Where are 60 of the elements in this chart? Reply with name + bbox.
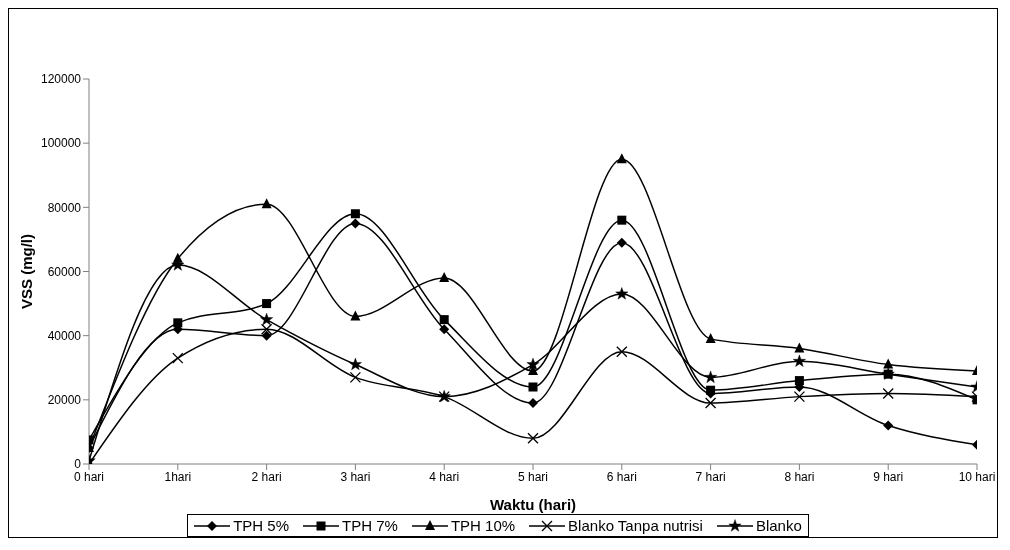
- point: [527, 432, 539, 444]
- y-tick-label: 40000: [47, 328, 82, 343]
- point: [616, 346, 628, 358]
- legend-label: TPH 7%: [342, 517, 398, 534]
- point: [794, 342, 805, 353]
- point: [883, 420, 894, 431]
- x-tick-label: 6 hari: [606, 469, 637, 484]
- y-tick-label: 120000: [40, 72, 82, 87]
- y-axis-title: VSS (mg/l): [18, 233, 36, 310]
- point: [260, 312, 273, 326]
- x-tick-label: 2 hari: [251, 469, 282, 484]
- point: [349, 357, 362, 370]
- point: [794, 376, 804, 386]
- point: [172, 352, 184, 364]
- point: [261, 330, 272, 341]
- point: [528, 382, 538, 392]
- point: [350, 209, 360, 219]
- point: [615, 287, 629, 300]
- point: [705, 332, 716, 343]
- point: [526, 357, 540, 370]
- point: [704, 370, 717, 383]
- point: [261, 198, 272, 209]
- x-tick-label: 4 hari: [429, 469, 460, 484]
- x-axis-title: Waktu (hari): [489, 496, 577, 513]
- point: [350, 218, 361, 229]
- x-tick-label: 8 hari: [784, 469, 815, 484]
- point: [793, 390, 806, 403]
- legend-label: Blanko: [755, 517, 802, 534]
- x-tick-label: 1hari: [164, 469, 192, 484]
- legend-label: Blanko Tanpa nutrisi: [568, 517, 703, 534]
- y-tick-label: 60000: [47, 264, 82, 279]
- x-tick-label: 5 hari: [517, 469, 549, 484]
- x-tick-label: 9 hari: [873, 469, 904, 484]
- point: [616, 237, 627, 248]
- x-tick-label: 3 hari: [340, 469, 371, 484]
- point: [793, 354, 806, 367]
- point: [439, 271, 450, 282]
- point: [616, 153, 627, 164]
- x-tick-label: 0 hari: [73, 469, 105, 484]
- point: [173, 318, 183, 328]
- y-tick-label: 0: [74, 457, 82, 472]
- y-tick-label: 20000: [47, 393, 82, 408]
- point: [704, 397, 717, 409]
- point: [349, 371, 362, 384]
- point: [706, 385, 716, 395]
- y-tick-label: 80000: [47, 200, 82, 215]
- point: [262, 299, 272, 309]
- point: [617, 215, 627, 225]
- point: [883, 358, 894, 369]
- point: [439, 324, 450, 335]
- legend-label: TPH 10%: [450, 517, 516, 534]
- point: [350, 310, 361, 321]
- x-tick-label: 10 hari: [958, 469, 996, 484]
- point: [528, 398, 538, 409]
- x-tick-label: 7 hari: [695, 469, 726, 484]
- point: [260, 323, 273, 335]
- point: [439, 315, 449, 325]
- legend-label: TPH 5%: [233, 517, 290, 534]
- y-tick-label: 100000: [40, 136, 82, 151]
- point: [882, 387, 894, 400]
